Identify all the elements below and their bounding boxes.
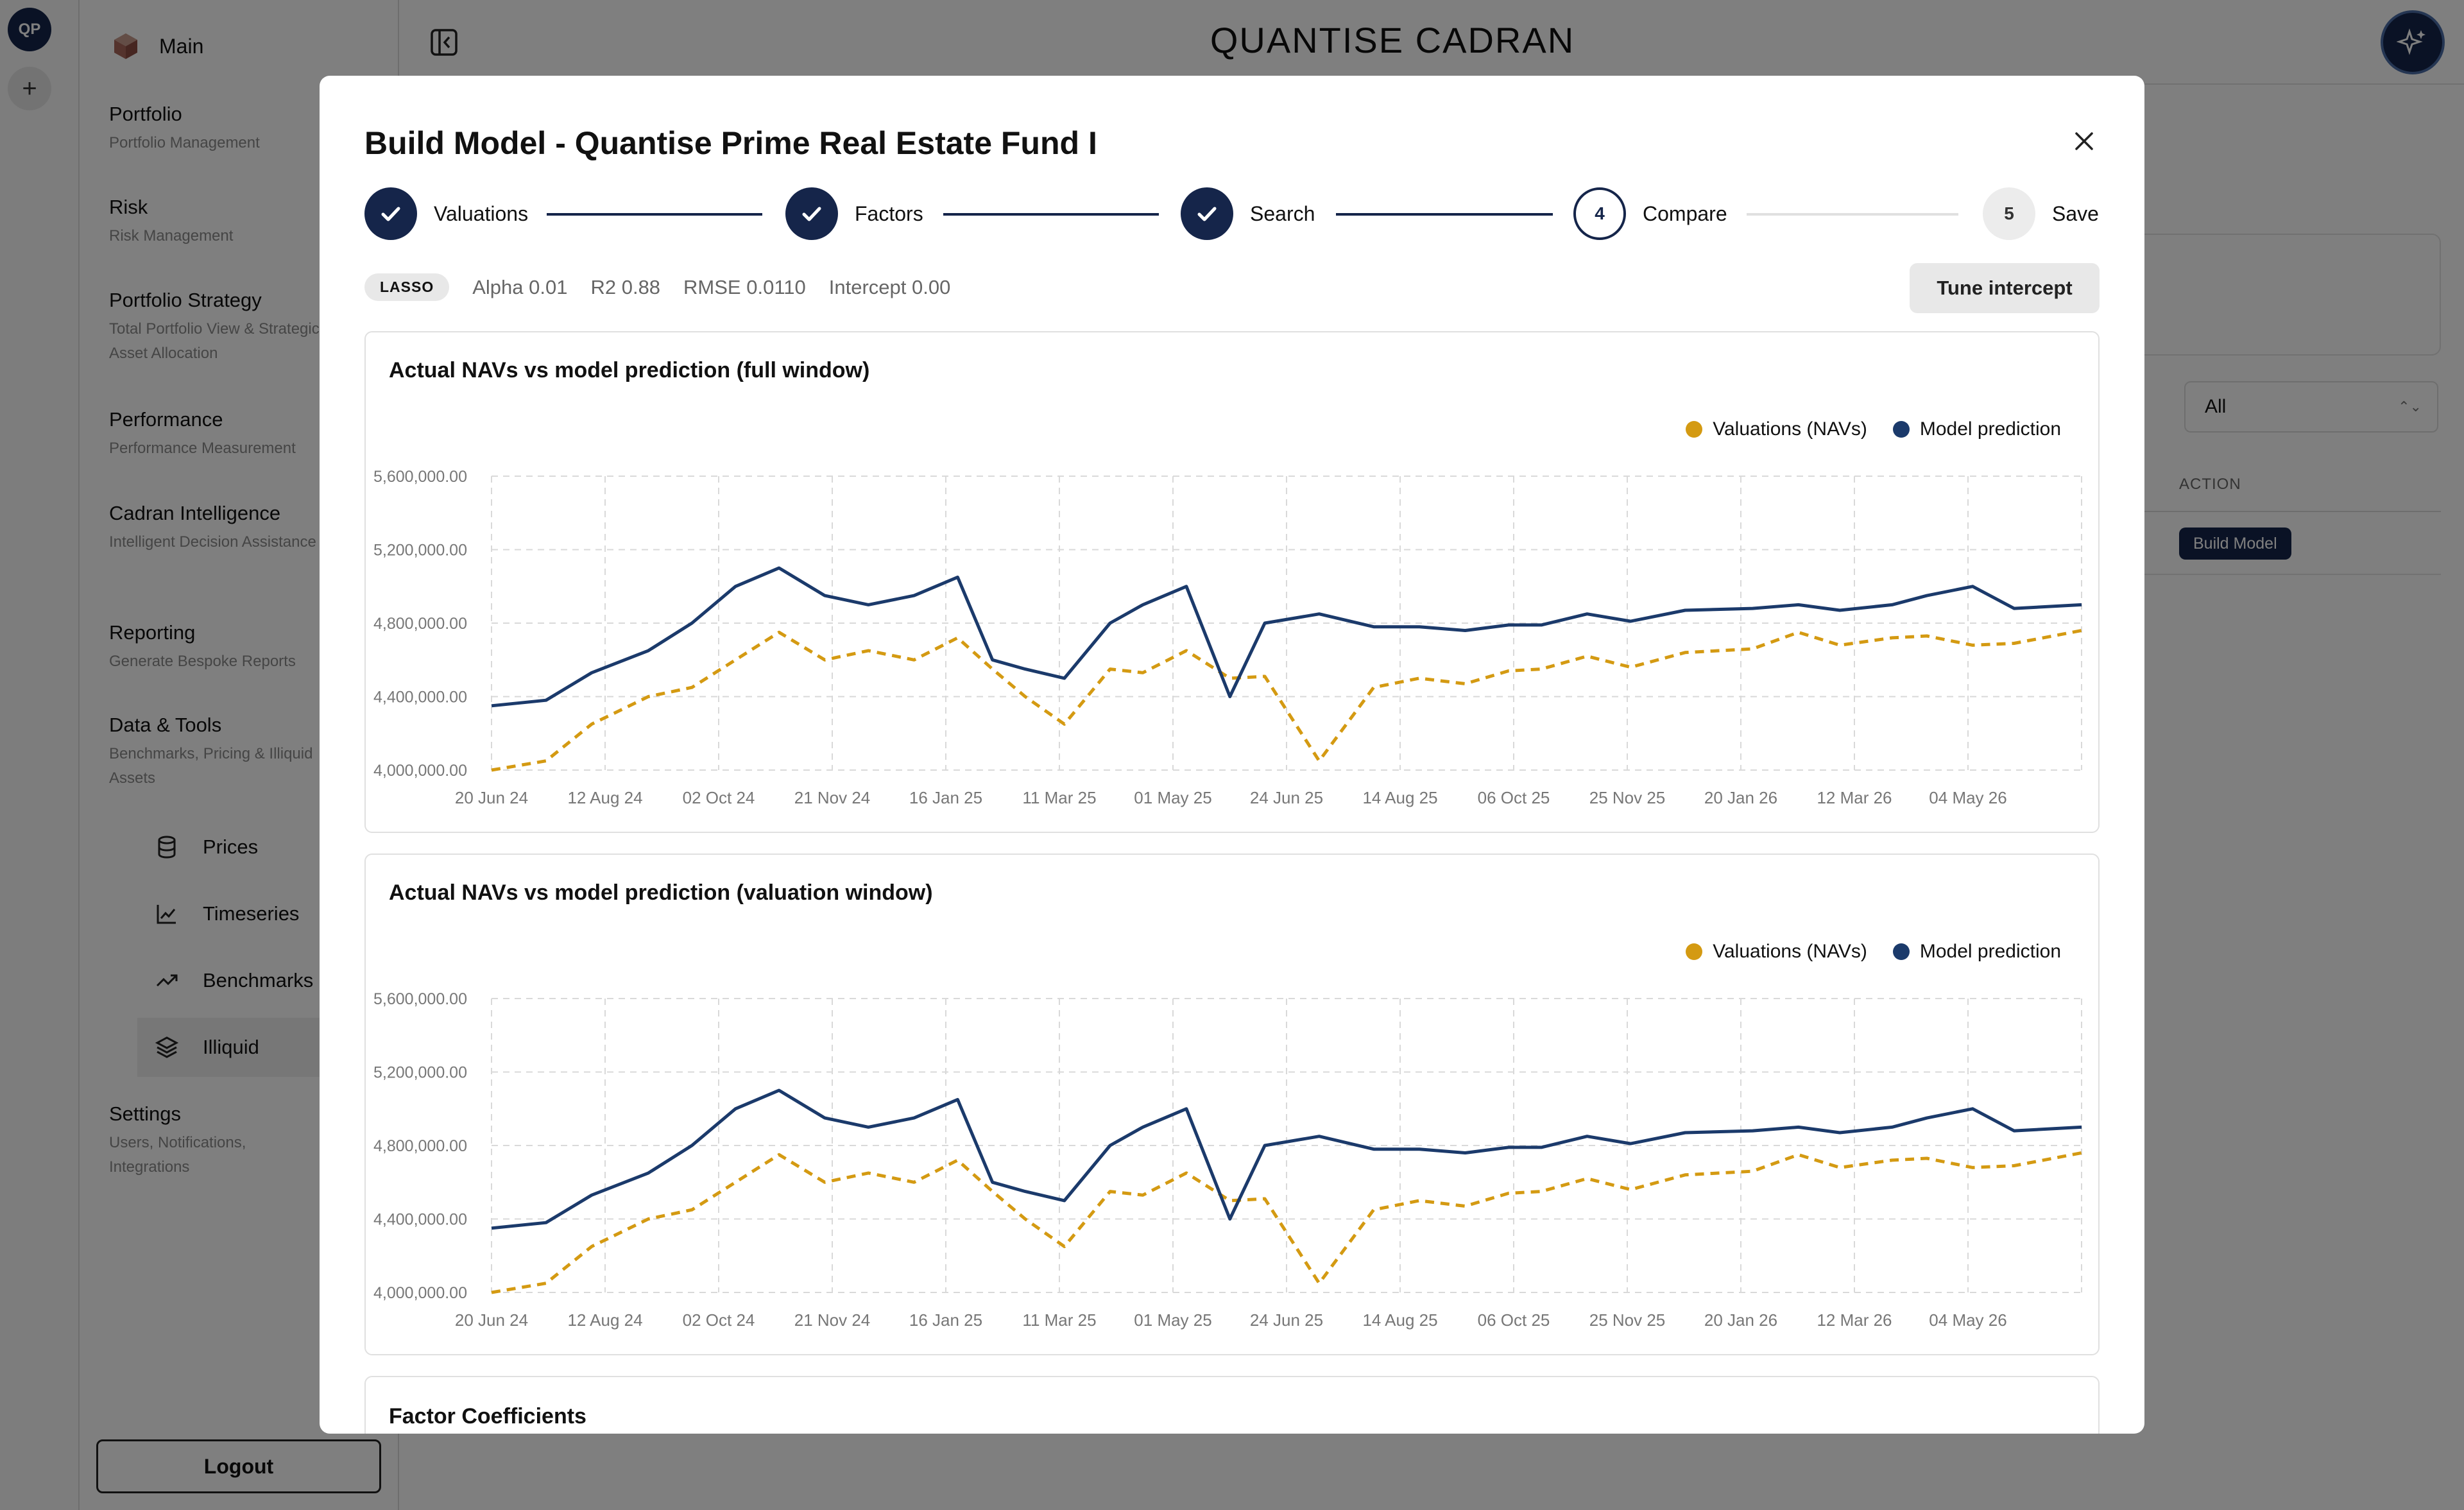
x-tick-label: 01 May 25 [1134, 788, 1211, 807]
check-icon [381, 207, 400, 221]
metric-alpha: Alpha 0.01 [472, 275, 568, 298]
series-line-valuations [491, 629, 2082, 772]
legend-label: Model prediction [1919, 418, 2061, 440]
legend-item-model[interactable]: Model prediction [1892, 941, 2061, 963]
series-line-model-prediction [491, 1088, 2082, 1230]
x-tick-label: 21 Nov 24 [794, 788, 871, 807]
check-icon [802, 207, 821, 221]
x-tick-label: 12 Mar 26 [1817, 1310, 1892, 1330]
y-tick-label: 5,200,000.00 [373, 1064, 467, 1082]
y-tick-label: 5,600,000.00 [373, 468, 467, 486]
step-connector [943, 213, 1159, 216]
x-tick-label: 12 Aug 24 [567, 788, 642, 807]
stepper: Valuations Factors Search 4 Compare [364, 187, 2099, 241]
y-tick-label: 4,400,000.00 [373, 689, 467, 707]
step-connector [547, 213, 762, 216]
step-done-circle [364, 187, 417, 240]
y-tick-label: 5,200,000.00 [373, 542, 467, 560]
x-tick-label: 02 Oct 24 [683, 788, 755, 807]
x-tick-label: 11 Mar 25 [1022, 788, 1096, 807]
series-line-model-prediction [491, 566, 2082, 708]
step-done-circle [1181, 187, 1233, 240]
legend-item-model[interactable]: Model prediction [1892, 418, 2061, 440]
series-line-valuations [491, 1151, 2082, 1294]
legend-label: Valuations (NAVs) [1713, 941, 1867, 962]
legend-label: Model prediction [1919, 941, 2061, 962]
step-future-circle: 5 [1983, 187, 2035, 240]
y-tick-label: 4,800,000.00 [373, 1137, 467, 1155]
chart-card-valuation-window: Actual NAVs vs model prediction (valuati… [364, 854, 2100, 1355]
metric-intercept: Intercept 0.00 [828, 275, 951, 298]
chart-legend: Valuations (NAVs) Model prediction [1686, 418, 2061, 440]
chart-title: Actual NAVs vs model prediction (valuati… [389, 880, 933, 905]
step-label: Valuations [434, 202, 529, 225]
x-tick-label: 25 Nov 25 [1589, 1310, 1666, 1330]
legend-dot [1686, 421, 1703, 438]
step-done-circle [785, 187, 838, 240]
x-tick-label: 20 Jun 24 [455, 1310, 528, 1330]
model-metrics: LASSO Alpha 0.01 R2 0.88 RMSE 0.0110 Int… [364, 273, 950, 301]
metric-r2: R2 0.88 [590, 275, 661, 298]
y-tick-label: 4,800,000.00 [373, 615, 467, 633]
y-tick-label: 4,000,000.00 [373, 762, 467, 780]
x-tick-label: 01 May 25 [1134, 1310, 1211, 1330]
y-tick-label: 4,400,000.00 [373, 1211, 467, 1229]
x-tick-label: 04 May 26 [1929, 788, 2006, 807]
step-current-circle: 4 [1573, 187, 1626, 240]
build-model-modal: Build Model - Quantise Prime Real Estate… [320, 76, 2144, 1434]
chart-legend: Valuations (NAVs) Model prediction [1686, 941, 2061, 963]
x-tick-label: 16 Jan 25 [909, 1310, 982, 1330]
step-label: Factors [855, 202, 923, 225]
legend-dot [1892, 943, 1910, 960]
legend-dot [1892, 421, 1910, 438]
x-tick-label: 11 Mar 25 [1022, 1310, 1096, 1330]
method-badge: LASSO [364, 273, 450, 301]
x-tick-label: 25 Nov 25 [1589, 788, 1666, 807]
x-tick-label: 20 Jun 24 [455, 788, 528, 807]
x-tick-label: 12 Aug 24 [567, 1310, 642, 1330]
legend-item-valuations[interactable]: Valuations (NAVs) [1686, 941, 1867, 963]
x-tick-label: 20 Jan 26 [1704, 788, 1777, 807]
factor-coefficients-title: Factor Coefficients [389, 1404, 586, 1428]
step-save[interactable]: 5 Save [1983, 187, 2099, 240]
legend-dot [1686, 943, 1703, 960]
x-tick-label: 20 Jan 26 [1704, 1310, 1777, 1330]
close-icon[interactable] [2071, 128, 2097, 154]
x-tick-label: 14 Aug 25 [1362, 788, 1437, 807]
x-tick-label: 06 Oct 25 [1478, 788, 1550, 807]
metric-rmse: RMSE 0.0110 [683, 275, 806, 298]
tune-intercept-button[interactable]: Tune intercept [1910, 263, 2100, 313]
step-label: Save [2052, 202, 2099, 225]
factor-coefficients-card: Factor Coefficients [364, 1376, 2100, 1434]
chart-title: Actual NAVs vs model prediction (full wi… [389, 358, 870, 382]
x-tick-label: 16 Jan 25 [909, 788, 982, 807]
line-chart[interactable]: 4,000,000.00 4,400,000.00 4,800,000.00 5,20… [366, 855, 2098, 1354]
step-compare[interactable]: 4 Compare [1573, 187, 1727, 240]
y-tick-label: 4,000,000.00 [373, 1284, 467, 1302]
step-connector [1336, 213, 1553, 216]
modal-title: Build Model - Quantise Prime Real Estate… [364, 125, 1097, 161]
step-search[interactable]: Search [1181, 187, 1315, 240]
step-label: Compare [1643, 202, 1727, 225]
legend-item-valuations[interactable]: Valuations (NAVs) [1686, 418, 1867, 440]
x-tick-label: 24 Jun 25 [1250, 1310, 1323, 1330]
step-label: Search [1250, 202, 1315, 225]
x-tick-label: 06 Oct 25 [1478, 1310, 1550, 1330]
line-chart[interactable]: 4,000,000.00 4,400,000.00 4,800,000.00 5,20… [366, 332, 2098, 832]
step-factors[interactable]: Factors [785, 187, 923, 240]
x-tick-label: 02 Oct 24 [683, 1310, 755, 1330]
x-tick-label: 12 Mar 26 [1817, 788, 1892, 807]
y-tick-label: 5,600,000.00 [373, 990, 467, 1008]
step-connector [1747, 213, 1958, 216]
x-tick-label: 14 Aug 25 [1362, 1310, 1437, 1330]
legend-label: Valuations (NAVs) [1713, 418, 1867, 440]
step-valuations[interactable]: Valuations [364, 187, 528, 240]
x-tick-label: 04 May 26 [1929, 1310, 2006, 1330]
check-icon [1197, 207, 1217, 221]
chart-card-full-window: Actual NAVs vs model prediction (full wi… [364, 331, 2100, 833]
x-tick-label: 24 Jun 25 [1250, 788, 1323, 807]
x-tick-label: 21 Nov 24 [794, 1310, 871, 1330]
